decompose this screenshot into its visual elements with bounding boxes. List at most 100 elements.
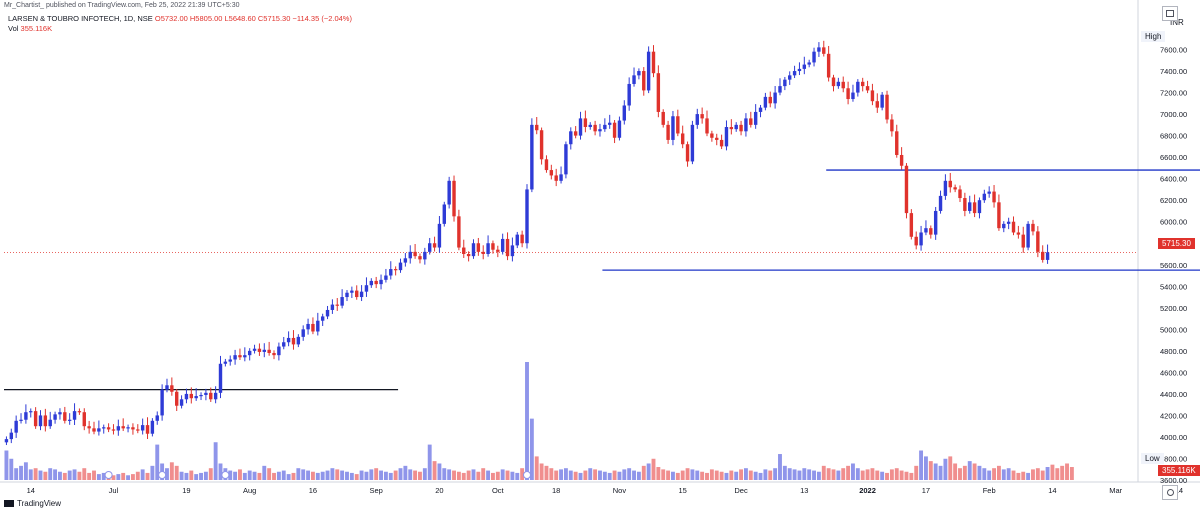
candle-body <box>758 107 763 112</box>
volume-bar <box>116 474 121 480</box>
volume-bar <box>943 458 948 480</box>
candle-body <box>1026 223 1030 248</box>
candle-body <box>427 243 432 252</box>
volume-bar <box>58 471 62 480</box>
y-tick-label: 6400.00 <box>1160 175 1187 184</box>
volume-bar <box>758 472 763 480</box>
volume-bar <box>165 468 169 480</box>
volume-bar <box>179 471 184 480</box>
candle-body <box>525 189 529 244</box>
volume-legend: Vol 355.116K <box>8 24 52 33</box>
candle-body <box>603 124 607 130</box>
candle-body <box>413 251 417 257</box>
volume-bar <box>982 468 987 480</box>
volume-bar <box>135 471 140 480</box>
candle-body <box>252 348 257 351</box>
candle-body <box>272 353 276 356</box>
candle-body <box>578 118 583 136</box>
candle-body <box>481 251 485 254</box>
volume-bar <box>1006 468 1011 480</box>
candle-body <box>583 118 588 128</box>
candle-body <box>963 198 967 211</box>
candle-body <box>739 124 743 132</box>
y-tick-label: 7200.00 <box>1160 89 1187 98</box>
volume-bar <box>583 470 588 480</box>
candle-body <box>695 114 699 125</box>
volume-bar <box>130 474 135 480</box>
candle-body <box>744 118 748 132</box>
volume-bar <box>904 471 909 480</box>
candle-body <box>175 391 179 406</box>
volume-bar <box>267 468 272 480</box>
volume-bar <box>666 470 671 480</box>
candle-body <box>753 111 758 125</box>
candle-body <box>496 249 500 252</box>
x-tick-label: 13 <box>800 486 808 495</box>
volume-bar <box>461 472 466 480</box>
candle-body <box>890 119 894 132</box>
maximize-icon[interactable] <box>1162 6 1178 21</box>
y-tick-label: 5200.00 <box>1160 304 1187 313</box>
volume-bar <box>471 469 476 480</box>
x-tick-label: Jul <box>109 486 119 495</box>
candle-body <box>384 275 388 280</box>
candle-body <box>802 64 807 69</box>
candle-body <box>97 428 101 432</box>
candle-body <box>938 195 943 211</box>
volume-bar <box>685 468 690 480</box>
volume-bar <box>671 471 675 480</box>
tradingview-logo[interactable]: TradingView <box>4 499 61 508</box>
x-tick-label: 14 <box>1175 486 1183 495</box>
dividend-marker-icon <box>523 471 531 479</box>
candle-body <box>340 297 344 306</box>
settings-icon[interactable] <box>1162 485 1178 500</box>
volume-bar <box>442 468 447 480</box>
y-tick-label: 5400.00 <box>1160 282 1187 291</box>
candle-body <box>700 114 704 119</box>
volume-bar <box>797 470 802 480</box>
candle-body <box>345 292 349 298</box>
x-tick-label: 14 <box>27 486 35 495</box>
x-tick-label: 17 <box>922 486 930 495</box>
y-tick-label: 4200.00 <box>1160 411 1187 420</box>
candle-body <box>710 133 714 138</box>
x-tick-label: 14 <box>1048 486 1056 495</box>
candle-body <box>170 385 174 392</box>
candle-body <box>680 133 685 145</box>
candle-body <box>155 415 159 421</box>
candle-body <box>948 180 952 188</box>
candle-body <box>500 238 505 252</box>
candle-body <box>223 361 228 364</box>
y-tick-label: 4800.00 <box>1160 347 1187 356</box>
volume-bar <box>914 465 919 480</box>
volume-bar <box>354 474 359 480</box>
volume-bar <box>1016 472 1021 480</box>
volume-bar <box>1011 470 1016 480</box>
candle-body <box>831 77 836 87</box>
volume-bar <box>972 463 977 480</box>
volume-bar <box>563 468 568 480</box>
candle-body <box>705 118 709 134</box>
volume-bar <box>140 469 145 480</box>
candle-body <box>106 427 111 430</box>
candle-body <box>209 392 213 400</box>
volume-bar <box>408 469 413 480</box>
candle-body <box>160 389 164 416</box>
volume-bar <box>452 470 456 480</box>
volume-bar <box>602 471 607 480</box>
candle-body <box>622 105 627 121</box>
candle-body <box>870 90 875 102</box>
volume-bar <box>593 469 598 480</box>
candle-body <box>627 83 631 106</box>
candle-body <box>325 309 330 317</box>
volume-bar <box>398 468 403 480</box>
volume-bar <box>865 469 870 480</box>
volume-bar <box>208 468 213 480</box>
volume-bar <box>948 456 953 480</box>
volume-bar <box>909 472 914 480</box>
candle-body <box>1002 223 1006 229</box>
volume-bar <box>238 469 242 480</box>
volume-bar <box>383 471 388 480</box>
volume-bar <box>413 470 418 480</box>
